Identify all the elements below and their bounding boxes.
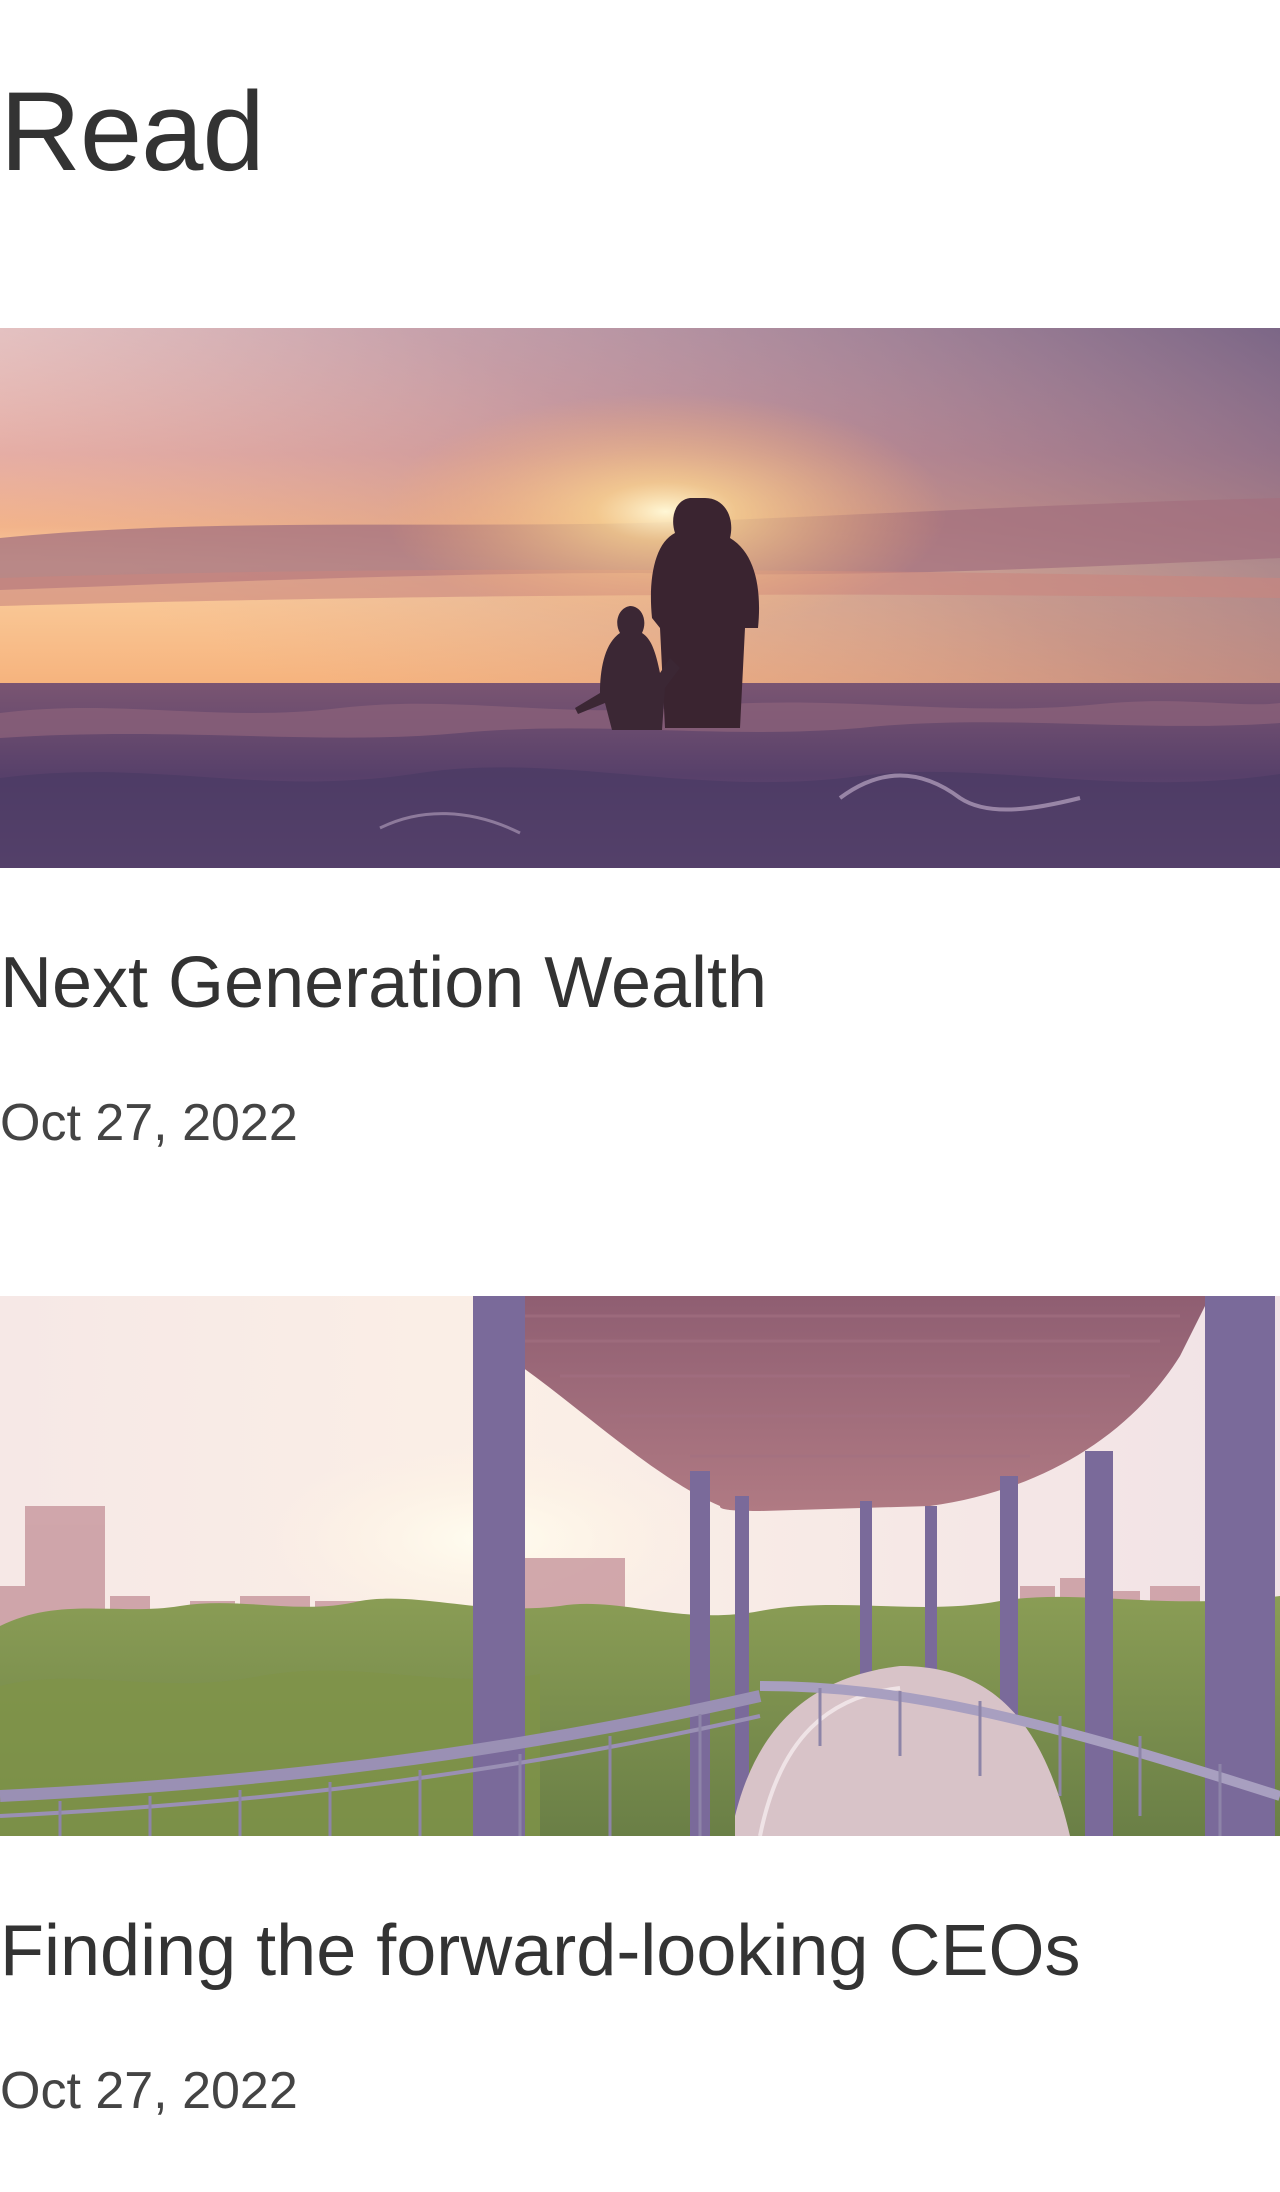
article-image-canopy-walkway[interactable]	[0, 1296, 1280, 1836]
article-title[interactable]: Next Generation Wealth	[0, 933, 767, 1033]
article-title[interactable]: Finding the forward-looking CEOs	[0, 1901, 1081, 2001]
canopy-walkway-illustration	[0, 1296, 1280, 1836]
article-card-forward-looking-ceos[interactable]: Finding the forward-looking CEOs Oct 27,…	[0, 1296, 1280, 1836]
article-date: Oct 27, 2022	[0, 1088, 298, 1158]
sunset-ocean-illustration	[0, 328, 1280, 868]
section-title: Read	[0, 62, 264, 202]
article-image-sunset-ocean[interactable]	[0, 328, 1280, 868]
article-card-next-generation-wealth[interactable]: Next Generation Wealth Oct 27, 2022	[0, 328, 1280, 868]
article-date: Oct 27, 2022	[0, 2056, 298, 2126]
